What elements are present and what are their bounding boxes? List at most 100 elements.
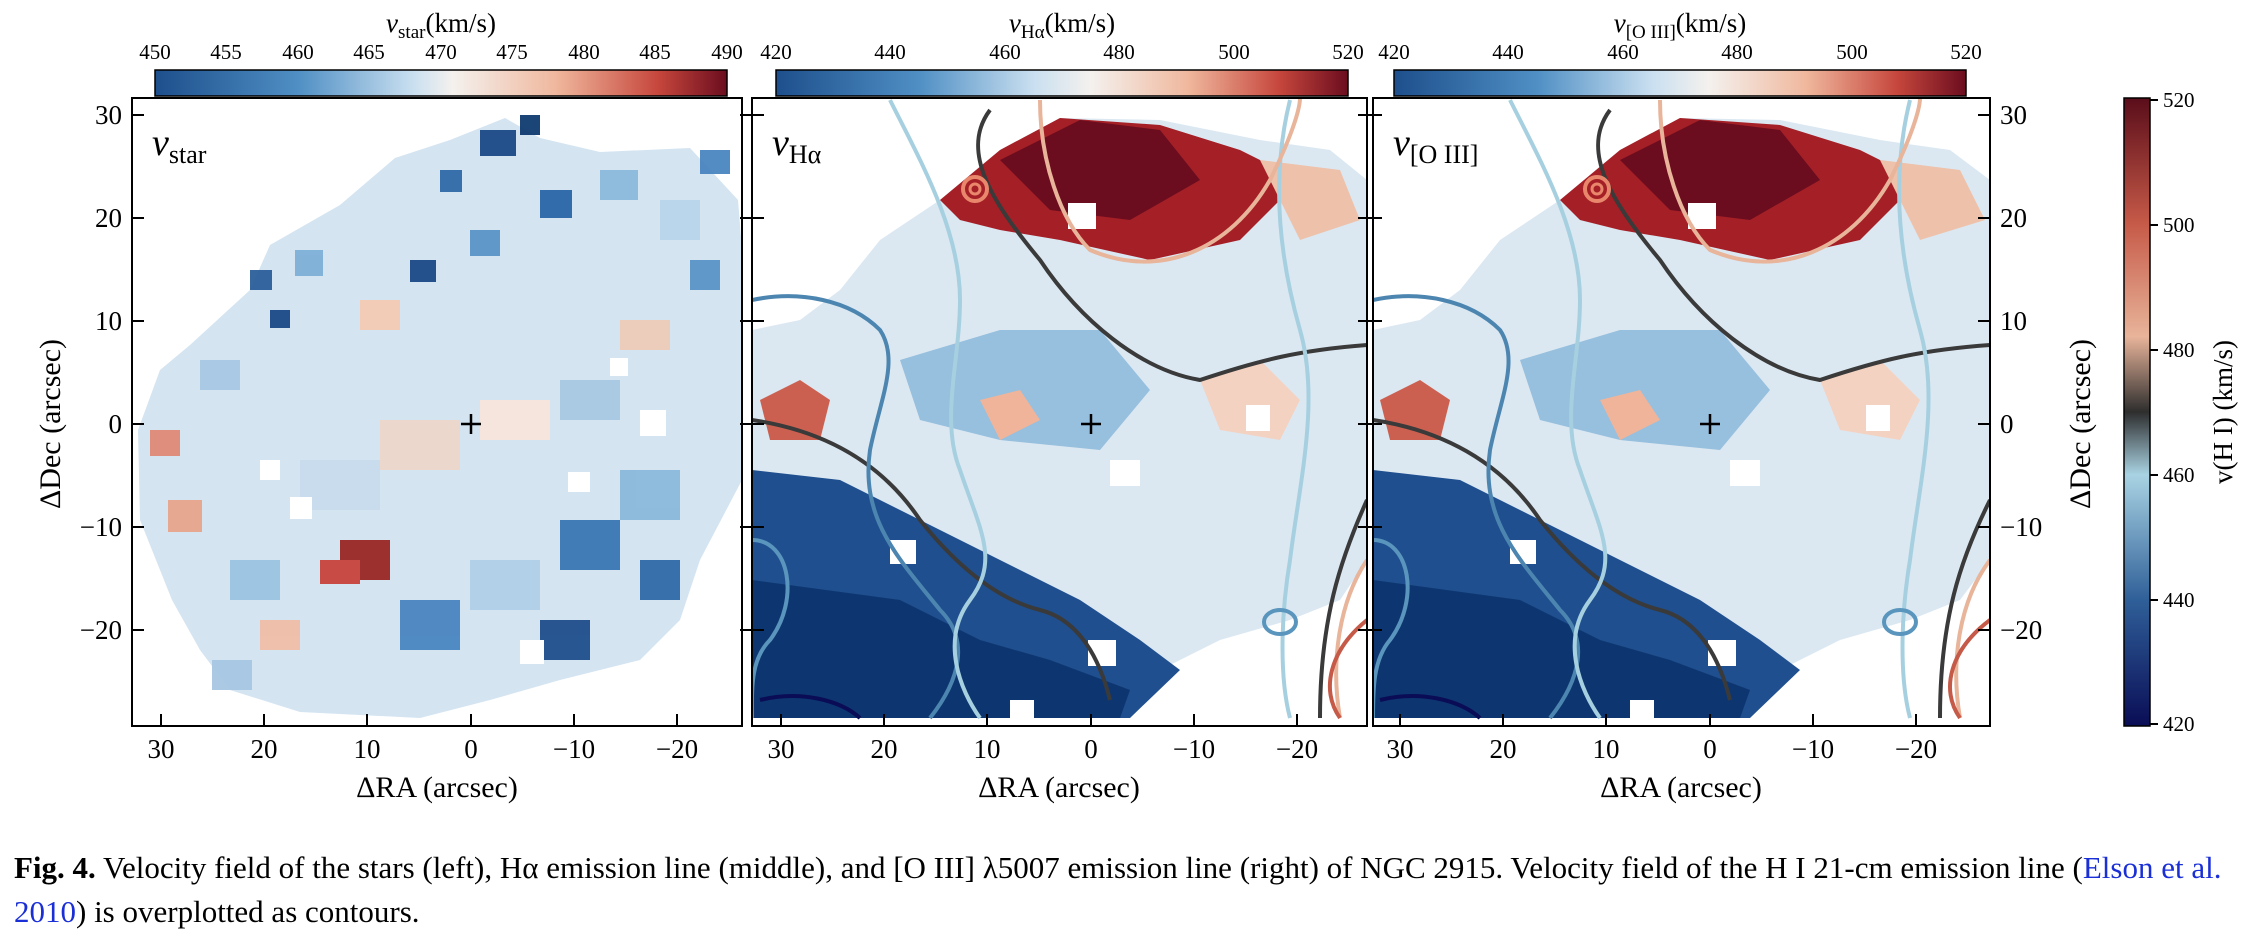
hi-colorbar-tick: 480 — [2163, 338, 2195, 362]
panel-vha-label: vHα — [772, 122, 822, 169]
contour-pink — [1334, 558, 1367, 719]
y-tick-label: 0 — [2000, 409, 2014, 439]
voiii-deep-blue — [1373, 580, 1750, 718]
vstar-colorbar — [154, 69, 728, 97]
hi-colorbar-label: v(H I) (km/s) — [2208, 340, 2238, 484]
colorbar-tick: 440 — [1492, 40, 1524, 64]
contour-red — [1948, 618, 1990, 720]
vha-pink-blob — [980, 390, 1040, 440]
center-cross — [1700, 414, 1720, 434]
x-axis-label: ΔRA (arcsec) — [356, 771, 518, 804]
x-tick-label: 20 — [251, 734, 278, 764]
hi-colorbar-gradient — [2123, 97, 2151, 727]
contour-dark — [1318, 499, 1367, 719]
colorbar-tick: 440 — [874, 40, 906, 64]
contour-navy — [759, 694, 862, 720]
center-cross — [1081, 414, 1101, 434]
colorbar-tick: 485 — [639, 40, 671, 64]
vha-pink-north-east — [1260, 160, 1360, 240]
y-axis-label-left: ΔDec (arcsec) — [34, 339, 67, 509]
voiii-colorbar-title: v[O III](km/s) — [1614, 8, 1747, 43]
hi-colorbar-tick: 500 — [2163, 213, 2195, 237]
contour-navy — [1379, 694, 1482, 720]
colorbar-tick: 475 — [496, 40, 528, 64]
vstar-colorbar-title: vstar(km/s) — [386, 8, 496, 43]
y-axes: 30 20 10 0 −10 −20 30 20 10 0 −10 −20 ΔD… — [34, 100, 2097, 645]
voiii-pink-north-east — [1880, 160, 1985, 240]
panel-voiii: v[O III] v[O III](km/s) 420 440 460 480 … — [1372, 8, 1991, 727]
contour-ring — [1590, 182, 1604, 196]
contour-ring — [968, 182, 982, 196]
panel-vstar: vstar vstar(km/s) 450 455 460 465 470 47… — [131, 8, 743, 727]
center-cross — [461, 414, 481, 434]
panel-voiii-frame — [1372, 97, 1991, 727]
colorbar-tick: 480 — [1721, 40, 1753, 64]
contour-ring — [1262, 608, 1298, 636]
hi-colorbar: 520 500 480 460 440 420 v(H I) (km/s) — [2123, 88, 2238, 736]
colorbar-tick: 490 — [711, 40, 743, 64]
y-tick-label: 30 — [95, 100, 122, 130]
vha-colorbar — [775, 69, 1349, 97]
y-tick-label: 10 — [2000, 306, 2027, 336]
x-tick-label: 10 — [974, 734, 1001, 764]
colorbar-tick: 500 — [1836, 40, 1868, 64]
x-tick-label: 30 — [1387, 734, 1414, 764]
x-axes: 30 20 10 0 −10 −20 30 20 10 0 −10 −20 30… — [148, 714, 1937, 804]
figure: vstar vstar(km/s) 450 455 460 465 470 47… — [34, 8, 2238, 804]
colorbar-tick: 465 — [353, 40, 385, 64]
voiii-colorbar-ticks: 420 440 460 480 500 520 — [1378, 40, 1982, 64]
colorbar-tick: 450 — [139, 40, 171, 64]
x-axis-label: ΔRA (arcsec) — [1600, 771, 1762, 804]
contour-pink — [1954, 558, 1990, 719]
vstar-colorbar-ticks: 450 455 460 465 470 475 480 485 490 — [139, 40, 743, 64]
contour-dark — [1938, 499, 1990, 719]
voiii-colorbar — [1393, 69, 1967, 97]
hi-colorbar-tick: 420 — [2163, 712, 2195, 736]
hi-colorbar-tick: 440 — [2163, 588, 2195, 612]
contour-pink — [1658, 98, 1922, 264]
voiii-pink-blob — [1600, 390, 1660, 440]
vha-deep-blue — [752, 580, 1130, 718]
x-tick-label: −20 — [1276, 734, 1318, 764]
x-tick-label: 30 — [768, 734, 795, 764]
x-tick-label: −10 — [553, 734, 595, 764]
colorbar-tick: 480 — [1103, 40, 1135, 64]
contour-lightblue — [1508, 99, 1608, 720]
vha-colorbar-title: vHα(km/s) — [1009, 8, 1115, 43]
panel-vstar-label: vstar — [152, 122, 207, 169]
y-tick-label: −20 — [80, 615, 122, 645]
contour-red — [1327, 618, 1367, 720]
caption-label: Fig. 4. — [14, 850, 96, 885]
colorbar-tick: 420 — [1378, 40, 1410, 64]
contour-lightblue — [888, 99, 988, 720]
contour-ring — [1583, 175, 1611, 203]
hi-colorbar-tick: 460 — [2163, 463, 2195, 487]
y-tick-label: 30 — [2000, 100, 2027, 130]
colorbar-tick: 470 — [425, 40, 457, 64]
contour-pink — [1038, 98, 1302, 264]
x-tick-label: 0 — [1084, 734, 1098, 764]
colorbar-tick: 420 — [760, 40, 792, 64]
panel-voiii-label: v[O III] — [1393, 122, 1478, 169]
x-tick-label: 30 — [148, 734, 175, 764]
vha-colorbar-ticks: 420 440 460 480 500 520 — [760, 40, 1364, 64]
x-tick-label: −20 — [1895, 734, 1937, 764]
colorbar-tick: 455 — [210, 40, 242, 64]
x-tick-label: −10 — [1792, 734, 1834, 764]
voiii-darkred-north — [1620, 120, 1820, 220]
x-tick-label: −10 — [1173, 734, 1215, 764]
colorbar-tick: 480 — [568, 40, 600, 64]
x-tick-label: 10 — [354, 734, 381, 764]
colorbar-tick: 460 — [282, 40, 314, 64]
hi-colorbar-tick: 520 — [2163, 88, 2195, 112]
x-tick-label: 20 — [871, 734, 898, 764]
colorbar-tick: 520 — [1950, 40, 1982, 64]
panel-vha: vHα vHα(km/s) 420 440 460 480 500 520 — [751, 8, 1368, 727]
x-tick-label: 20 — [1490, 734, 1517, 764]
caption-citation-link[interactable]: Elson et al. 2010 — [14, 850, 2222, 929]
x-tick-label: 0 — [464, 734, 478, 764]
y-tick-label: 10 — [95, 306, 122, 336]
caption-text-2: ) is overplotted as contours. — [76, 894, 420, 929]
colorbar-tick: 460 — [1607, 40, 1639, 64]
x-axis-label: ΔRA (arcsec) — [978, 771, 1140, 804]
